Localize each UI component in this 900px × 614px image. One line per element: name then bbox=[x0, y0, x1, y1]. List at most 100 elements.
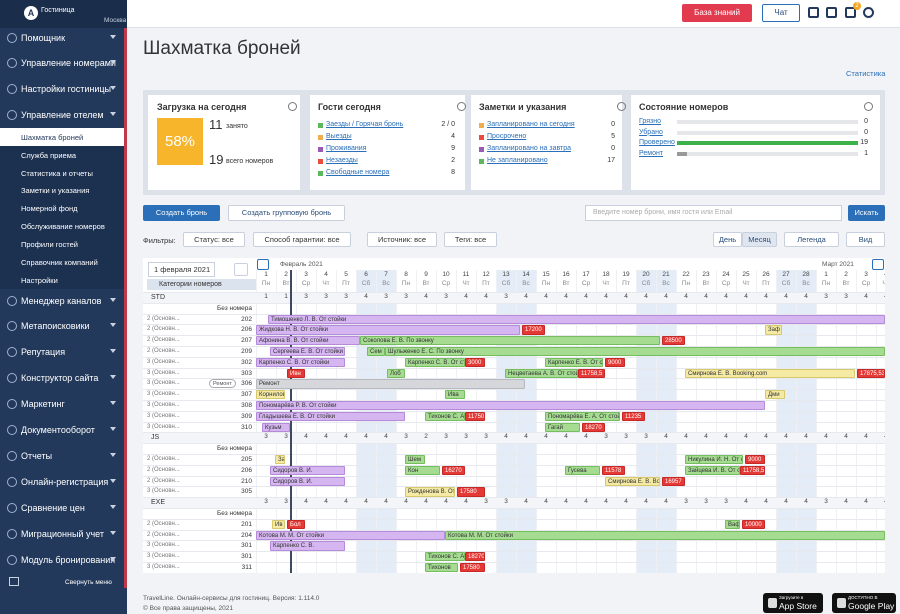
booking[interactable]: 17200 bbox=[522, 325, 545, 335]
knowledge-button[interactable]: База знаний bbox=[682, 4, 752, 22]
room-number[interactable]: 311 bbox=[241, 564, 252, 571]
filter-dropdown[interactable]: Способ гарантии: все bbox=[253, 232, 351, 247]
room-number[interactable]: 301 bbox=[241, 553, 252, 561]
booking[interactable]: Сидоров В. И. bbox=[270, 476, 345, 486]
notification-badge[interactable]: 2 bbox=[853, 2, 861, 10]
help-icon[interactable] bbox=[864, 102, 873, 111]
store-badge[interactable]: ДОСТУПНО В Google Play bbox=[832, 593, 896, 613]
sidebar-subitem-label[interactable]: Профили гостей bbox=[21, 240, 78, 249]
booking[interactable]: Зайцева И. В. От стойки bbox=[685, 465, 740, 476]
next-button[interactable] bbox=[872, 259, 884, 270]
sidebar-item-label[interactable]: Управление номерами bbox=[21, 58, 116, 68]
room-number[interactable]: 210 bbox=[241, 477, 252, 485]
booking[interactable]: Шульженко Е. С. По звонку bbox=[385, 347, 885, 357]
room-number[interactable]: 205 bbox=[241, 456, 252, 463]
booking[interactable]: Заф bbox=[765, 325, 782, 335]
room-number[interactable]: 308 bbox=[241, 402, 252, 409]
booking[interactable]: 9000 bbox=[745, 455, 765, 465]
room-number[interactable]: 310 bbox=[241, 423, 252, 431]
room-number[interactable]: 206 bbox=[241, 326, 252, 334]
state-label[interactable]: Ремонт bbox=[639, 149, 664, 157]
booking[interactable]: Карпенко Е. В. От стойки bbox=[545, 357, 603, 368]
sidebar-item-label[interactable]: Репутация bbox=[21, 347, 66, 357]
collapse-icon[interactable] bbox=[9, 577, 19, 586]
sidebar-item-label[interactable]: Онлайн-регистрация bbox=[21, 477, 109, 487]
booking[interactable]: Лоб bbox=[387, 368, 405, 378]
view-button[interactable]: Вид bbox=[846, 232, 885, 247]
booking[interactable]: Смирнова Е. В. Booking.com bbox=[685, 368, 855, 378]
sidebar-subitem[interactable] bbox=[0, 128, 127, 146]
sidebar-item-label[interactable]: Документооборот bbox=[21, 425, 95, 435]
state-label[interactable]: Убрано bbox=[639, 128, 663, 136]
booking[interactable]: 11578 bbox=[602, 465, 625, 476]
booking[interactable]: Ива bbox=[445, 390, 465, 400]
booking[interactable]: Шем bbox=[405, 455, 425, 465]
room-number[interactable]: 303 bbox=[241, 369, 252, 377]
store-badge[interactable]: Загрузите в App Store bbox=[763, 593, 823, 613]
sidebar-item-label[interactable]: Модуль бронирования bbox=[21, 555, 116, 565]
sidebar-item-label[interactable]: Маркетинг bbox=[21, 399, 65, 409]
sidebar-subitem[interactable] bbox=[0, 217, 127, 235]
create-button[interactable]: Создать бронь bbox=[143, 205, 220, 221]
booking[interactable]: Кузьм bbox=[262, 422, 290, 432]
sidebar-item-label[interactable]: Сравнение цен bbox=[21, 503, 85, 513]
sidebar-item-label[interactable]: Управление отелем bbox=[21, 110, 104, 120]
filter-dropdown[interactable]: Статус: все bbox=[183, 232, 245, 247]
list-label[interactable]: Проживания bbox=[326, 145, 367, 152]
booking[interactable]: Тихонов С. А. bbox=[425, 552, 465, 562]
sidebar-subitem[interactable] bbox=[0, 146, 127, 164]
category-name[interactable]: JS bbox=[151, 434, 160, 442]
room-number[interactable]: 309 bbox=[241, 412, 252, 420]
booking[interactable]: 11758,5 bbox=[578, 368, 605, 378]
top-icon[interactable] bbox=[845, 7, 856, 18]
sidebar-subitem-label[interactable]: Настройки bbox=[21, 276, 58, 285]
chat-button[interactable]: Чат bbox=[762, 4, 800, 22]
booking[interactable]: Гагай bbox=[545, 422, 580, 432]
booking[interactable]: Ив bbox=[272, 519, 285, 530]
booking[interactable]: 10000 bbox=[742, 519, 765, 530]
state-label[interactable]: Грязно bbox=[639, 118, 661, 125]
booking[interactable]: Ваф bbox=[725, 519, 740, 530]
room-number[interactable]: 305 bbox=[241, 488, 252, 496]
booking[interactable]: Корнилова И. bbox=[256, 390, 285, 400]
category-name[interactable]: STD bbox=[151, 294, 165, 301]
booking[interactable]: Тихонов С. А. От стойки bbox=[425, 411, 465, 422]
room-number[interactable]: 302 bbox=[241, 358, 252, 366]
top-icon[interactable] bbox=[826, 7, 837, 18]
booking[interactable]: Котова М. М. От стойки bbox=[445, 530, 885, 540]
filter-dropdown[interactable]: Теги: все bbox=[444, 232, 497, 247]
list-label[interactable]: Незаезды bbox=[326, 157, 358, 164]
list-label[interactable]: Просрочено bbox=[487, 133, 527, 140]
room-number[interactable]: 206 bbox=[241, 466, 252, 474]
list-label[interactable]: Запланировано на сегодня bbox=[487, 121, 575, 128]
sidebar-subitem[interactable] bbox=[0, 199, 127, 217]
room-number[interactable]: 207 bbox=[241, 337, 252, 345]
booking[interactable]: Соколова Е. В. По звонку bbox=[360, 336, 660, 346]
list-label[interactable]: Выезды bbox=[326, 133, 352, 140]
room-number[interactable]: 204 bbox=[241, 531, 252, 539]
stats-link[interactable]: Статистика bbox=[846, 69, 886, 78]
room-number[interactable]: 301 bbox=[241, 542, 252, 550]
booking[interactable]: Смирнова Е. В. Booking.com bbox=[605, 476, 660, 486]
sidebar-subitem[interactable] bbox=[0, 235, 127, 253]
search-input[interactable]: Введите номер брони, имя гостя или Email bbox=[585, 205, 842, 221]
collapse-label[interactable]: Свернуть меню bbox=[65, 579, 112, 586]
booking[interactable]: Бол bbox=[287, 519, 305, 530]
booking[interactable]: Сергеева Е. В. От стойки bbox=[270, 347, 345, 357]
booking[interactable]: Сидоров В. И. bbox=[270, 465, 345, 476]
help-icon[interactable] bbox=[457, 102, 466, 111]
sidebar-subitem[interactable] bbox=[0, 181, 127, 199]
booking[interactable]: Нецветаева А. В. От стойки bbox=[505, 368, 578, 378]
room-number[interactable]: 201 bbox=[241, 520, 252, 528]
sidebar-item-label[interactable]: Миграционный учет bbox=[21, 529, 104, 539]
booking[interactable]: Сем bbox=[367, 347, 385, 357]
logo[interactable]: A bbox=[24, 6, 38, 20]
booking[interactable]: Рожденова В. От стойки bbox=[405, 487, 455, 497]
booking[interactable]: Ремонт bbox=[256, 379, 525, 389]
booking[interactable]: 16270 bbox=[442, 465, 465, 476]
sidebar-subitem[interactable] bbox=[0, 253, 127, 271]
booking[interactable]: Пономарёва Е. А. От стойки bbox=[545, 411, 620, 422]
view-button[interactable]: Месяц bbox=[742, 232, 777, 247]
booking[interactable]: 17580 bbox=[460, 563, 485, 573]
booking[interactable]: 3000 bbox=[465, 357, 485, 368]
